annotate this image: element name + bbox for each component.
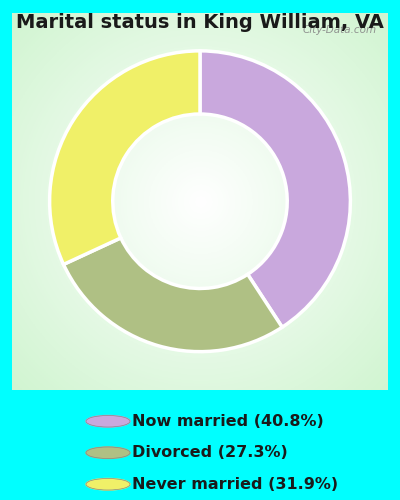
Text: Divorced (27.3%): Divorced (27.3%) [132,445,288,460]
Text: Now married (40.8%): Now married (40.8%) [132,414,324,428]
Text: Never married (31.9%): Never married (31.9%) [132,477,338,492]
Wedge shape [64,238,282,352]
Text: Marital status in King William, VA: Marital status in King William, VA [16,12,384,32]
Circle shape [86,416,130,427]
Text: City-Data.com: City-Data.com [302,24,377,34]
Circle shape [86,447,130,458]
Circle shape [86,478,130,490]
Wedge shape [50,51,200,264]
Wedge shape [200,51,350,327]
